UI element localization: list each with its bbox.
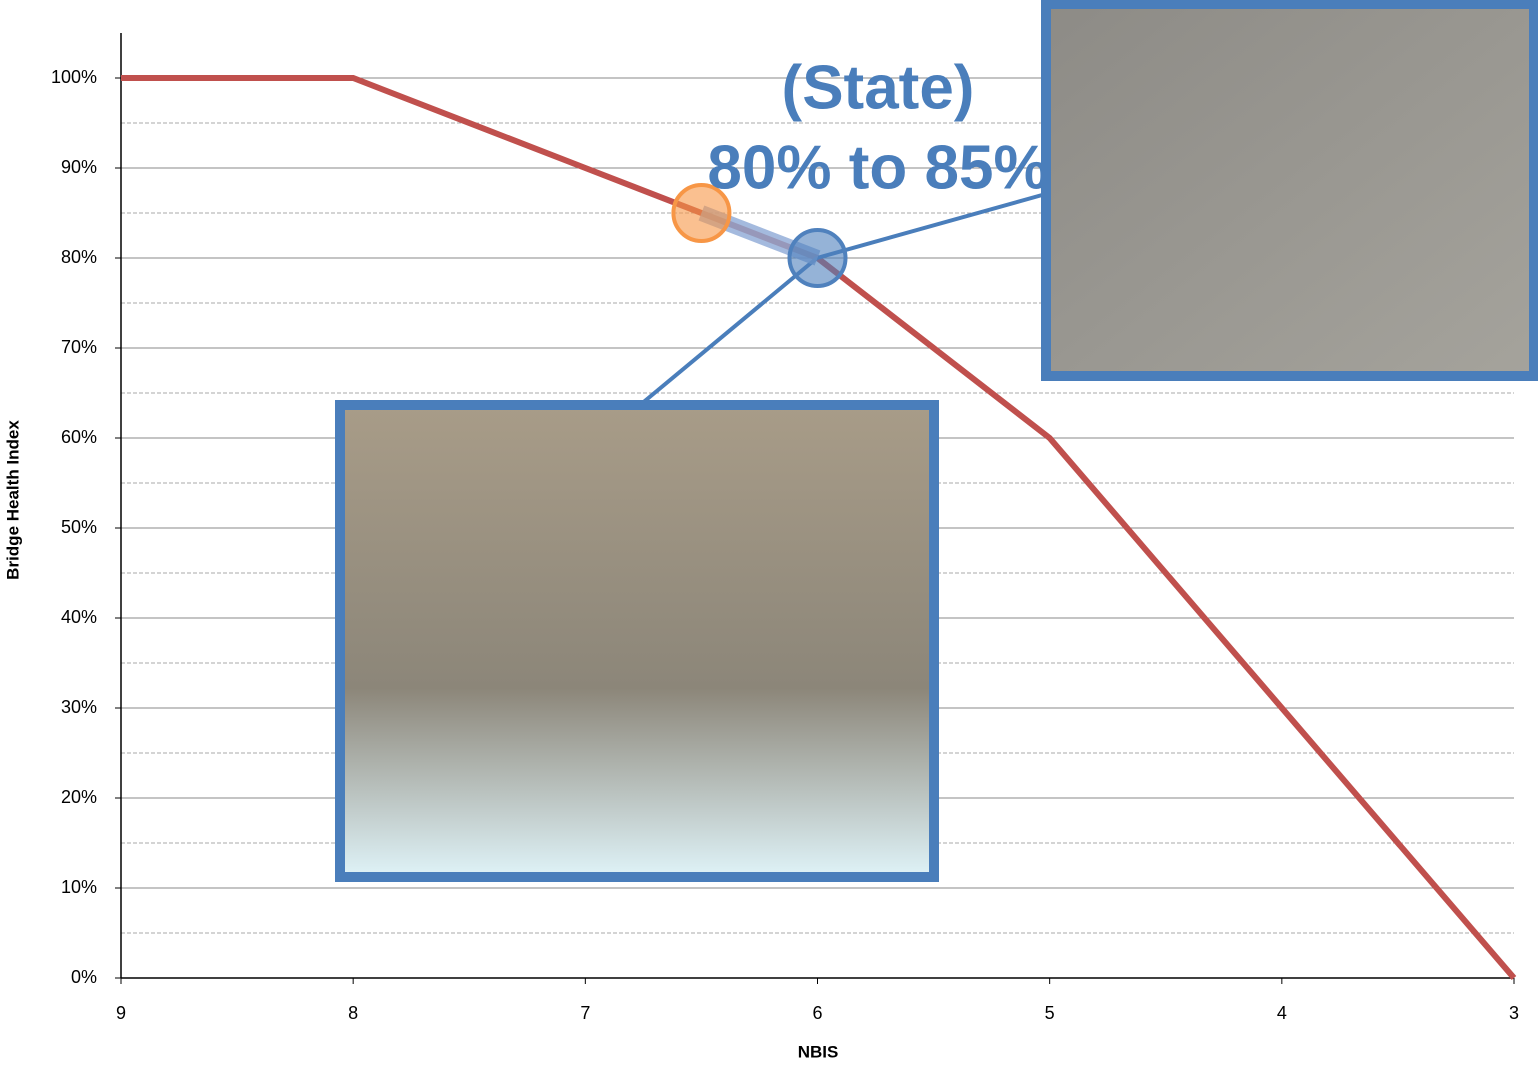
y-tick-label: 90%: [61, 157, 97, 177]
bridge-deck-photo: [1041, 0, 1538, 381]
y-axis-title: Bridge Health Index: [3, 420, 22, 580]
y-tick-label: 50%: [61, 517, 97, 537]
y-tick-label: 10%: [61, 877, 97, 897]
highlights: [671, 183, 848, 288]
x-tick-label: 9: [116, 1003, 126, 1023]
bridge-underside-photo: [335, 400, 939, 882]
annotation: (State): [782, 53, 975, 122]
y-tick-label: 40%: [61, 607, 97, 627]
y-tick-label: 0%: [71, 967, 97, 987]
highlight-point: [787, 228, 848, 288]
y-tick-label: 60%: [61, 427, 97, 447]
x-axis-title: NBIS: [798, 1042, 839, 1061]
connector: [638, 256, 819, 407]
connector: [816, 188, 1061, 260]
x-tick-label: 7: [580, 1003, 590, 1023]
x-tick-label: 8: [348, 1003, 358, 1023]
annotation: 80% to 85%: [707, 133, 1048, 202]
y-tick-label: 80%: [61, 247, 97, 267]
x-tick-label: 5: [1045, 1003, 1055, 1023]
y-tick-label: 20%: [61, 787, 97, 807]
x-tick-label: 3: [1509, 1003, 1519, 1023]
y-tick-label: 70%: [61, 337, 97, 357]
y-tick-label: 100%: [51, 67, 97, 87]
x-tick-label: 6: [812, 1003, 822, 1023]
x-tick-label: 4: [1277, 1003, 1287, 1023]
y-tick-label: 30%: [61, 697, 97, 717]
highlight-point: [671, 183, 732, 243]
